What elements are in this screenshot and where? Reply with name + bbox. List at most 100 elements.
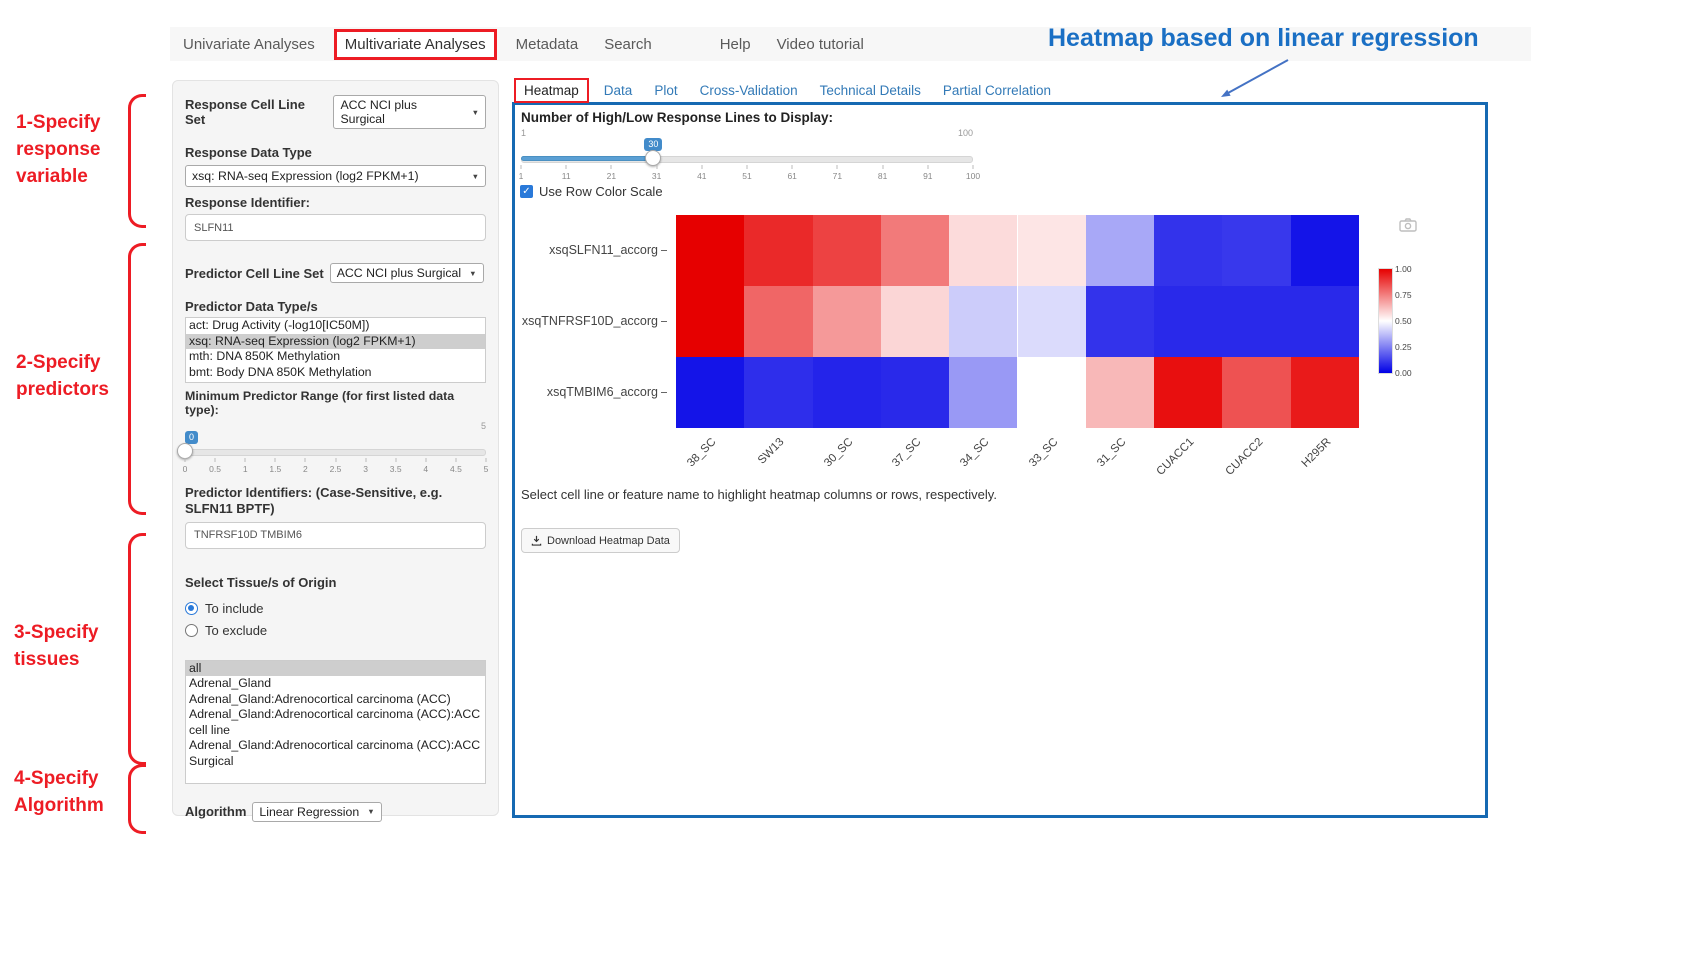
slider-tick [365,458,367,462]
slider-max-label: 5 [480,421,486,431]
heatmap-cell[interactable] [1154,286,1223,357]
heatmap-cell[interactable] [949,286,1018,357]
heatmap-column-label[interactable]: 33_SC [1026,436,1061,470]
heatmap-cell[interactable] [1290,215,1359,286]
row-color-scale-row[interactable]: ✓ Use Row Color Scale [520,184,663,199]
caret-down-icon: ▼ [367,807,375,816]
heatmap-column-label[interactable]: CUACC2 [1223,436,1266,478]
radio-checked-icon[interactable] [185,602,198,615]
heatmap-column-label[interactable]: H295R [1299,436,1334,470]
slider-tick [274,458,276,462]
tissue-exclude-radio-row[interactable]: To exclude [185,620,486,642]
tab-cross-validation[interactable]: Cross-Validation [699,83,798,98]
heatmap-cell[interactable] [744,286,813,357]
slider-tick-label: 0.5 [209,464,222,474]
predictor-identifiers-input[interactable] [185,521,486,549]
predictor-cell-line-set-select[interactable]: ACC NCI plus Surgical ▼ [329,263,484,283]
predictor-data-type-option[interactable]: act: Drug Activity (-log10[IC50M]) [189,318,370,332]
nav-metadata[interactable]: Metadata [515,35,579,53]
download-heatmap-data-button[interactable]: Download Heatmap Data [521,528,680,553]
nav-video-tutorial[interactable]: Video tutorial [776,35,864,53]
heatmap-cell[interactable] [1085,215,1155,286]
heatmap-cell[interactable] [676,357,745,428]
heatmap-cell[interactable] [676,286,745,357]
checkbox-checked-icon[interactable]: ✓ [520,185,533,198]
heatmap-cell[interactable] [812,357,881,428]
heatmap-cell[interactable] [880,286,950,357]
response-identifier-label: Response Identifier: [185,195,310,210]
tab-heatmap[interactable]: Heatmap [514,78,589,103]
heatmap-cell[interactable] [1017,286,1086,357]
tab-data[interactable]: Data [603,83,633,98]
predictor-data-type-option[interactable]: bmt: Body DNA 850K Methylation [189,364,372,379]
heatmap-cell[interactable] [949,357,1018,428]
tissue-option[interactable]: Adrenal_Gland:Adrenocortical carcinoma (… [189,691,451,706]
camera-icon[interactable] [1399,218,1417,232]
heatmap-cell[interactable] [1154,215,1223,286]
slider-tick [656,165,658,169]
lines-to-display-slider[interactable]: 1 100 30 1 11 21 31 41 51 61 71 81 91 100 [519,128,980,184]
nav-univariate-analyses[interactable]: Univariate Analyses [183,35,315,53]
predictor-data-type-option[interactable]: mth: DNA 850K Methylation [189,349,341,363]
tissue-option[interactable]: all [186,660,485,676]
heatmap-cell[interactable] [1017,215,1086,286]
colorbar-tick-label: 0.00 [1395,368,1412,378]
predictor-data-type-option[interactable]: xsq: RNA-seq Expression (log2 FPKM+1) [186,333,485,349]
slider-tick [701,165,703,169]
heatmap-cell[interactable] [1222,286,1291,357]
tissue-include-radio-row[interactable]: To include [185,598,486,620]
slider-tick-label: 71 [832,171,843,181]
response-data-type-label: Response Data Type [185,145,312,160]
response-data-type-select[interactable]: xsq: RNA-seq Expression (log2 FPKM+1) ▼ [185,165,486,187]
heatmap-cell[interactable] [744,215,813,286]
nav-multivariate-analyses[interactable]: Multivariate Analyses [333,28,497,60]
heatmap-cell[interactable] [880,215,950,286]
heatmap-cell[interactable] [676,215,745,286]
heatmap-cell[interactable] [880,357,950,428]
heatmap-cell[interactable] [1085,357,1155,428]
tissue-option[interactable]: Adrenal_Gland [189,676,272,690]
tab-technical-details[interactable]: Technical Details [819,83,921,98]
slider-tick-label: 1.5 [269,464,282,474]
heatmap-row-label[interactable]: xsqSLFN11_accorg [515,243,667,257]
tissue-listbox[interactable]: all Adrenal_Gland Adrenal_Gland:Adrenocort… [185,659,486,784]
heatmap-cell[interactable] [1290,357,1359,428]
tab-plot[interactable]: Plot [654,83,678,98]
slider-tick-label: 1 [242,464,248,474]
radio-unchecked-icon[interactable] [185,624,198,637]
heatmap-cell[interactable] [812,286,881,357]
slider-handle[interactable] [645,150,662,166]
heatmap-row-label[interactable]: xsqTMBIM6_accorg [515,385,667,399]
slider-tick [244,458,246,462]
slider-tick-label: 91 [923,171,933,181]
min-predictor-range-slider[interactable]: 0 5 0 0.5 1 1.5 2 2.5 3 3.5 4 4.5 5 [177,421,488,477]
heatmap-cell[interactable] [1017,357,1086,428]
heatmap-cell[interactable] [1085,286,1155,357]
download-icon [531,535,542,546]
nav-search[interactable]: Search [604,35,652,53]
heatmap-row-label[interactable]: xsqTNFRSF10D_accorg [515,314,667,328]
heatmap-cell[interactable] [1222,215,1291,286]
tissue-option[interactable]: Adrenal_Gland:Adrenocortical carcinoma (… [189,707,481,737]
response-cell-line-set-select[interactable]: ACC NCI plus Surgical ▼ [333,95,486,129]
heatmap-cell[interactable] [1154,357,1223,428]
algorithm-select[interactable]: Linear Regression ▼ [252,801,382,822]
heatmap-cell[interactable] [1222,357,1291,428]
heatmap-cell[interactable] [949,215,1018,286]
heatmap-cell[interactable] [1290,286,1359,357]
slider-track[interactable] [185,449,486,456]
predictor-data-types-listbox[interactable]: act: Drug Activity (-log10[IC50M]) xsq: R… [185,317,486,383]
heatmap-column-label[interactable]: 31_SC [1095,436,1129,470]
tissue-option[interactable]: Adrenal_Gland:Adrenocortical carcinoma (… [189,738,481,768]
slider-tick-label: 81 [877,171,888,181]
caret-down-icon: ▼ [471,171,479,181]
nav-help[interactable]: Help [719,35,751,53]
heatmap-column-label[interactable]: CUACC1 [1154,436,1197,478]
slider-handle[interactable] [177,443,193,459]
heatmap-cell[interactable] [744,357,813,428]
tab-partial-correlation[interactable]: Partial Correlation [942,83,1051,98]
heatmap-cell[interactable] [812,215,881,286]
tissue-exclude-label: To exclude [205,623,268,638]
annotation-bracket-2 [128,243,146,515]
response-identifier-input[interactable] [185,214,486,241]
